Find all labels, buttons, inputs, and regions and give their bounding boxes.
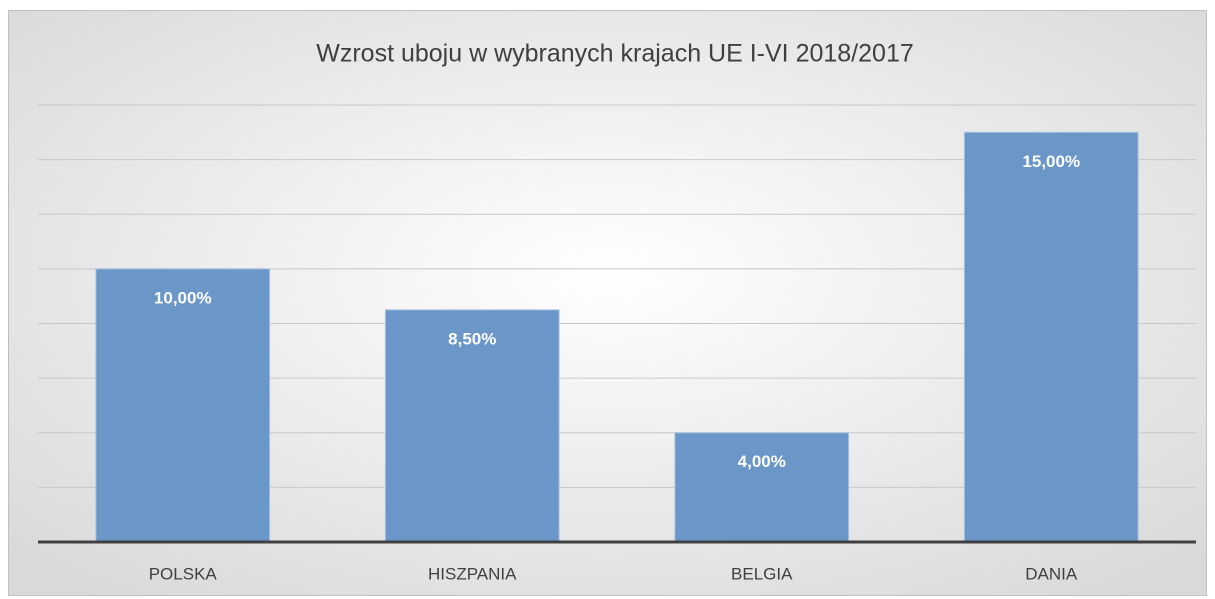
bar xyxy=(674,432,850,543)
data-label: 10,00% xyxy=(154,288,212,307)
x-tick-label: BELGIA xyxy=(731,564,793,583)
bar xyxy=(95,268,271,543)
data-label: 15,00% xyxy=(1022,152,1080,171)
x-tick-label: HISZPANIA xyxy=(428,564,517,583)
data-label: 8,50% xyxy=(448,329,496,348)
bar xyxy=(963,131,1139,543)
x-tick-label: POLSKA xyxy=(149,564,218,583)
x-tick-label: DANIA xyxy=(1025,564,1078,583)
bar xyxy=(384,309,560,543)
data-label: 4,00% xyxy=(738,452,786,471)
chart-title: Wzrost uboju w wybranych krajach UE I-VI… xyxy=(316,40,914,68)
